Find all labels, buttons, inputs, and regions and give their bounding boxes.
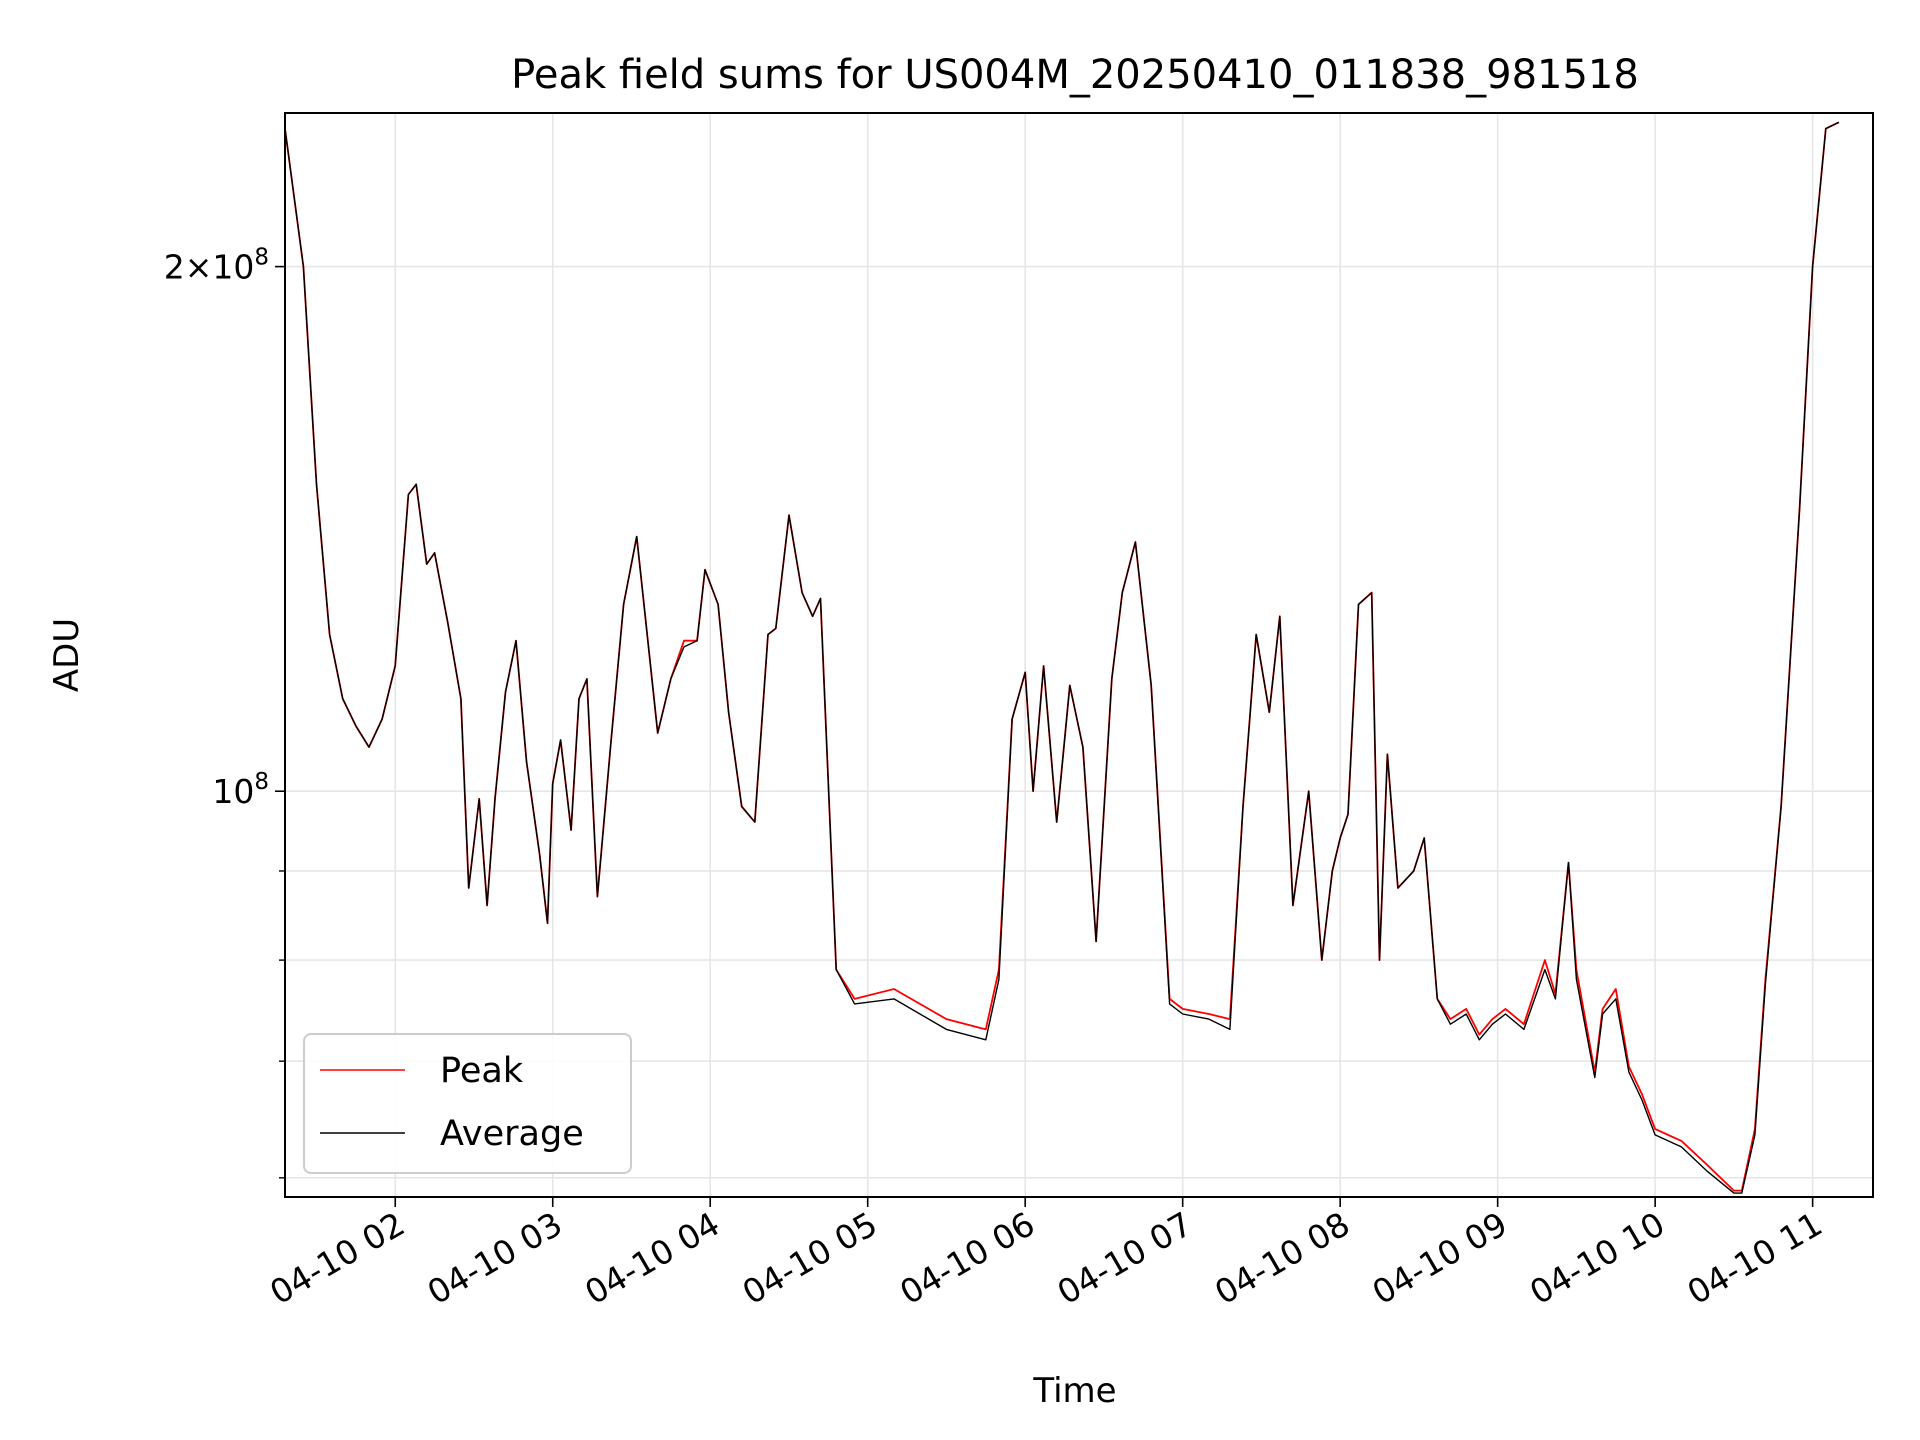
legend: Peak Average <box>303 1033 632 1174</box>
chart-title: Peak field sums for US004M_20250410_0118… <box>511 52 1639 98</box>
axes-frame <box>284 112 1874 1198</box>
legend-box <box>303 1033 632 1174</box>
y-axis-label: ADU <box>47 618 87 692</box>
x-axis-label: Time <box>1032 1371 1116 1411</box>
legend-label-peak: Peak <box>440 1051 524 1091</box>
series-line-average <box>285 121 1840 1194</box>
legend-label-average: Average <box>440 1114 584 1154</box>
y-tick-label: 2×108 <box>164 245 269 287</box>
series-layer <box>285 121 1840 1194</box>
grid <box>285 113 1873 1197</box>
y-tick-label: 108 <box>212 769 269 811</box>
